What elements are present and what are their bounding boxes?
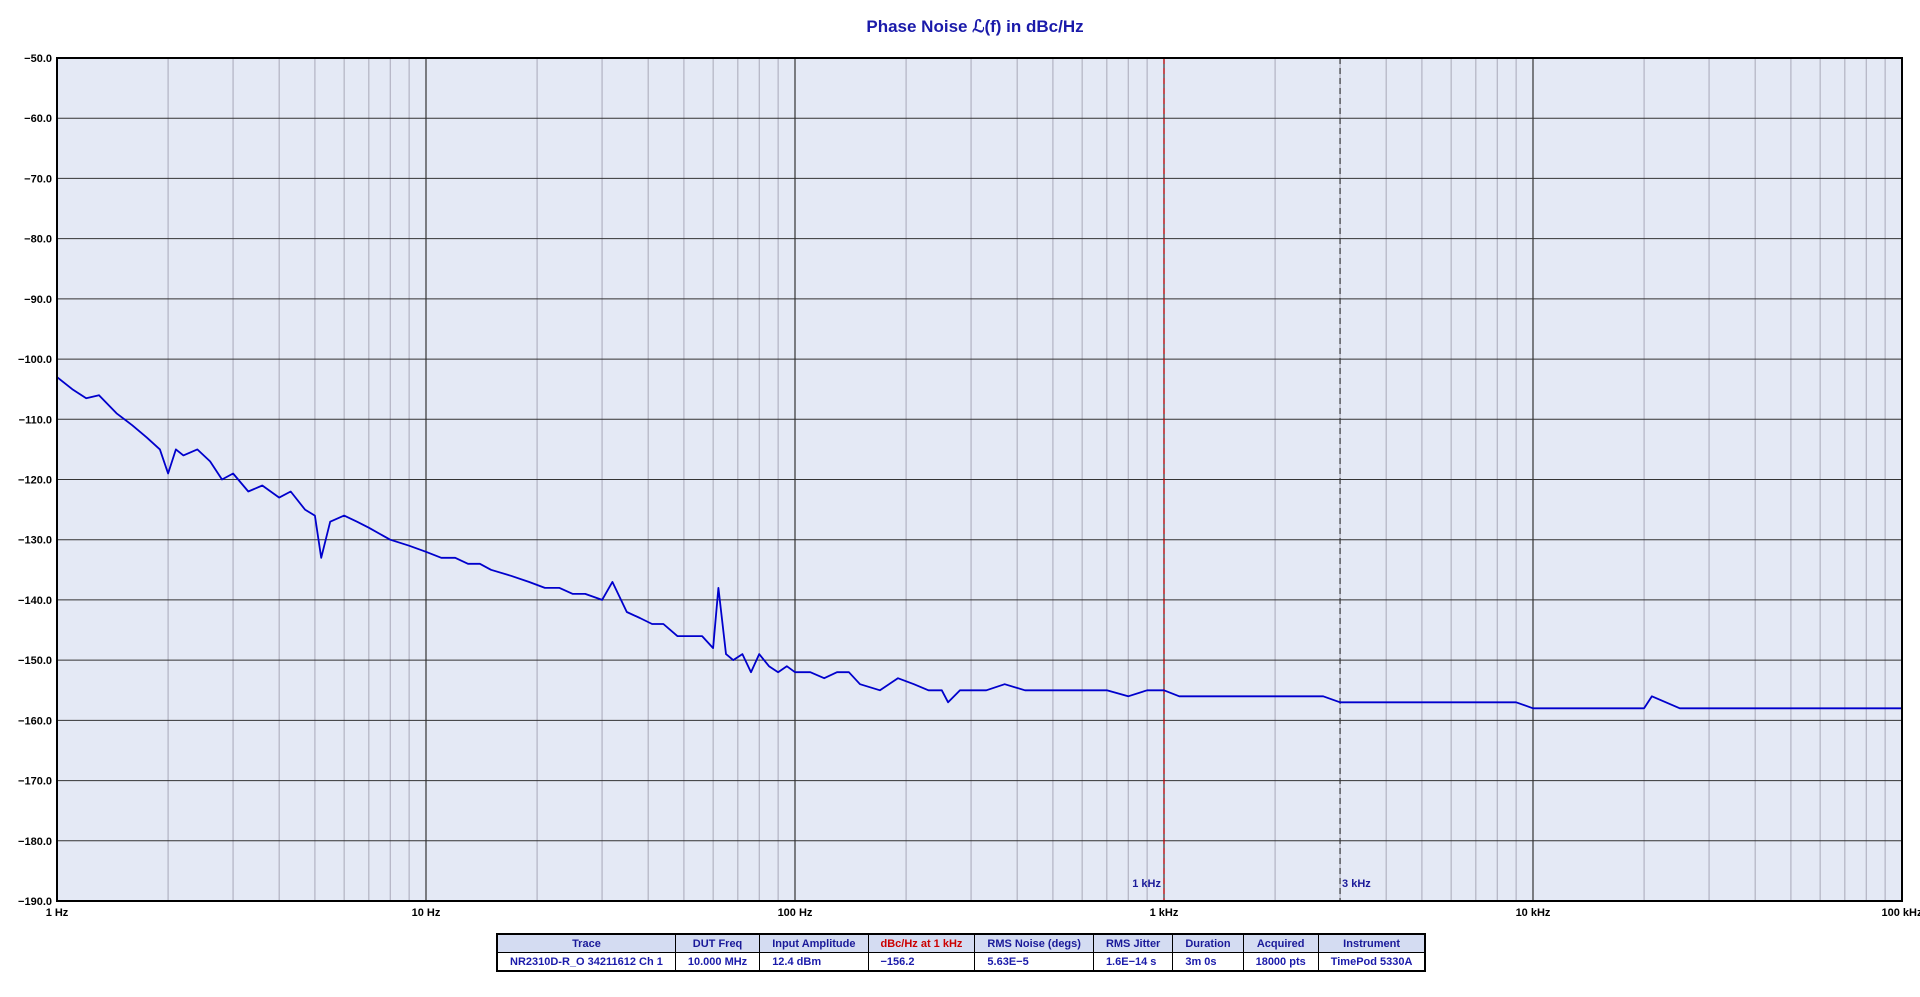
header-instrument: Instrument (1317, 933, 1426, 953)
y-tick-label: −150.0 (18, 655, 52, 667)
y-tick-label: −130.0 (18, 535, 52, 547)
header-acquired: Acquired (1242, 933, 1319, 953)
y-tick-label: −170.0 (18, 776, 52, 788)
y-tick-label: −110.0 (19, 414, 52, 426)
header-duration: Duration (1172, 933, 1244, 953)
x-tick-label: 100 kHz (1882, 907, 1920, 919)
value-input-amplitude: 12.4 dBm (759, 952, 869, 972)
info-table-header-row: Trace DUT Freq Input Amplitude dBc/Hz at… (496, 933, 1426, 953)
value-dut-freq: 10.000 MHz (674, 952, 761, 972)
phase-noise-chart: Phase Noise ℒ(f) in dBc/Hz 1 kHz 3 kHz −5… (18, 17, 1920, 919)
info-table-value-row: NR2310D-R_O 34211612 Ch 1 10.000 MHz 12.… (496, 952, 1426, 972)
marker-label: 1 kHz (1132, 878, 1161, 890)
y-tick-label: −140.0 (18, 595, 52, 607)
x-tick-label: 1 kHz (1150, 907, 1179, 919)
x-tick-label: 10 kHz (1516, 907, 1551, 919)
value-acquired: 18000 pts (1242, 952, 1319, 972)
plot-border (56, 57, 1903, 902)
frequency-markers: 1 kHz 3 kHz (1132, 58, 1371, 901)
measurement-info-table: Trace DUT Freq Input Amplitude dBc/Hz at… (496, 933, 1427, 972)
value-trace: NR2310D-R_O 34211612 Ch 1 (496, 952, 676, 972)
y-tick-label: −190.0 (18, 896, 52, 908)
header-dbc-at-1khz: dBc/Hz at 1 kHz (867, 933, 976, 953)
value-instrument: TimePod 5330A (1317, 952, 1426, 972)
y-tick-label: −100.0 (18, 354, 52, 366)
header-trace: Trace (496, 933, 676, 953)
header-rms-jitter: RMS Jitter (1092, 933, 1174, 953)
y-tick-label: −180.0 (18, 836, 52, 848)
value-rms-jitter: 1.6E−14 s (1092, 952, 1174, 972)
x-axis-ticks: 1 Hz 10 Hz 100 Hz 1 kHz 10 kHz 100 kHz (46, 907, 1920, 919)
y-tick-label: −70.0 (24, 173, 52, 185)
phase-noise-series-line (56, 376, 1902, 710)
chart-title: Phase Noise ℒ(f) in dBc/Hz (866, 17, 1083, 36)
y-tick-label: −50.0 (24, 53, 52, 65)
value-rms-noise: 5.63E−5 (974, 952, 1094, 972)
value-duration: 3m 0s (1172, 952, 1244, 972)
y-tick-label: −80.0 (24, 234, 52, 246)
y-tick-label: −160.0 (18, 715, 52, 727)
x-tick-label: 1 Hz (46, 907, 69, 919)
header-dut-freq: DUT Freq (674, 933, 761, 953)
value-dbc-at-1khz: −156.2 (867, 952, 976, 972)
y-tick-label: −120.0 (18, 475, 52, 487)
x-tick-label: 100 Hz (778, 907, 813, 919)
x-tick-label: 10 Hz (412, 907, 441, 919)
y-tick-label: −60.0 (24, 113, 52, 125)
header-input-amplitude: Input Amplitude (759, 933, 869, 953)
series-group (56, 376, 1902, 710)
header-rms-noise: RMS Noise (degs) (974, 933, 1094, 953)
y-axis-ticks: −50.0 −60.0 −70.0 −80.0 −90.0 −100.0 −110.0 −12… (18, 53, 52, 908)
y-tick-label: −90.0 (24, 294, 52, 306)
marker-label: 3 kHz (1342, 878, 1371, 890)
